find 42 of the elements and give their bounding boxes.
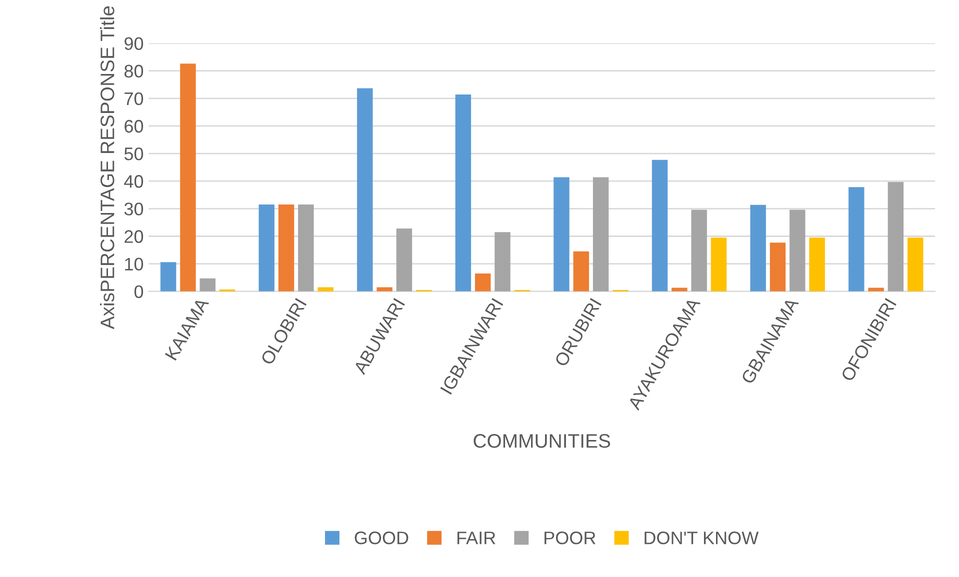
- bar: [396, 228, 412, 292]
- bar: [455, 94, 472, 292]
- bar: [592, 177, 609, 292]
- bar: [691, 210, 707, 292]
- bar: [750, 204, 766, 292]
- legend-label: GOOD: [354, 532, 408, 544]
- y-tick-label: 20: [124, 230, 144, 243]
- y-tick-label: 50: [124, 147, 144, 160]
- bar: [318, 287, 334, 292]
- legend-label: FAIR: [457, 532, 496, 544]
- y-tick-label: 60: [124, 120, 144, 133]
- bar: [357, 88, 373, 292]
- x-axis-title: COMMUNITIES: [474, 434, 610, 448]
- bar: [908, 238, 924, 292]
- bar: [278, 204, 294, 292]
- bar: [652, 160, 668, 292]
- bar: [376, 287, 392, 292]
- bar: [258, 204, 274, 292]
- y-tick-label: 0: [134, 285, 144, 298]
- bar: [474, 273, 491, 292]
- bar: [200, 278, 216, 292]
- bar: [160, 262, 176, 292]
- y-tick-label: 10: [125, 258, 144, 271]
- bar: [888, 182, 904, 292]
- legend-label: DON'T KNOW: [644, 532, 759, 544]
- y-tick-label: 80: [124, 64, 144, 78]
- y-tick-label: 40: [124, 175, 144, 188]
- bar: [809, 238, 825, 292]
- bar: [180, 64, 196, 292]
- legend-label: POOR: [544, 532, 596, 544]
- bar: [554, 177, 570, 292]
- bar: [790, 210, 806, 292]
- y-axis-title: AxisPERCENTAGE RESPONSE Title: [100, 6, 114, 330]
- bar: [573, 251, 590, 292]
- bar: [298, 204, 314, 292]
- y-tick-label: 30: [124, 202, 144, 216]
- bar: [770, 242, 786, 292]
- bar: [848, 187, 864, 292]
- bar: [710, 238, 727, 292]
- bar: [494, 232, 510, 292]
- y-tick-label: 70: [124, 92, 144, 106]
- y-tick-label: 90: [124, 37, 144, 50]
